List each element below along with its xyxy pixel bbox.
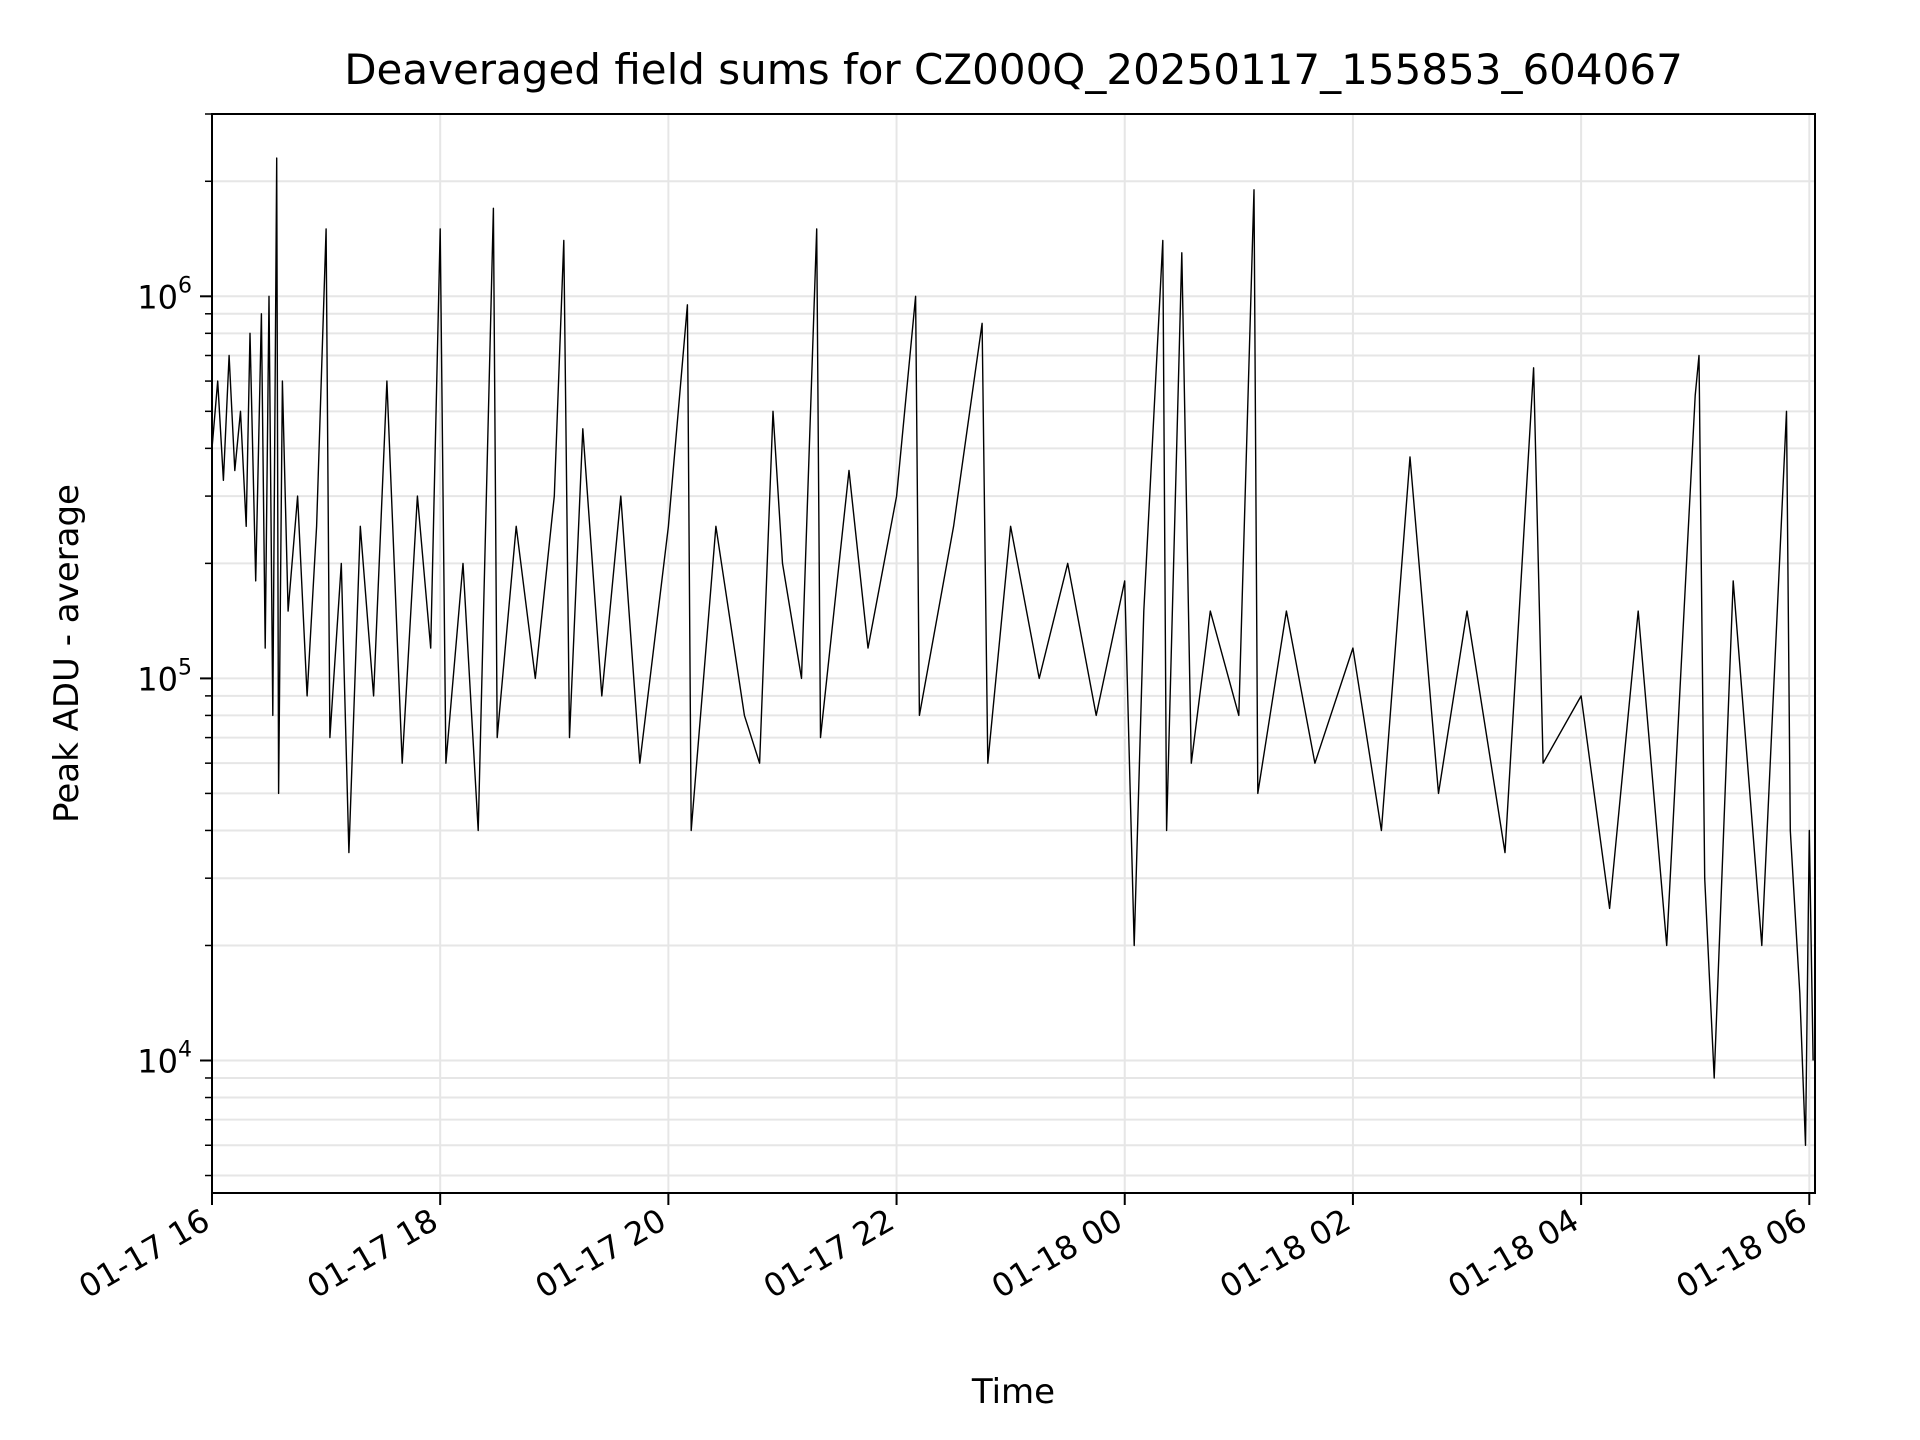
series-layer <box>211 157 1814 1147</box>
series-line-0 <box>211 157 1814 1147</box>
y-axis-label: Peak ADU - average <box>47 484 87 823</box>
y-axis-ticks: 104 105 106 <box>137 113 212 1177</box>
chart-title: Deaveraged field sums for CZ000Q_2025011… <box>344 45 1683 94</box>
x-axis-label: Time <box>971 1372 1055 1412</box>
plot-frame <box>211 113 1816 1194</box>
grid <box>211 113 1815 1193</box>
y-tick-label: 106 <box>137 273 192 316</box>
y-tick-label: 104 <box>137 1037 192 1080</box>
y-tick-label: 105 <box>137 655 192 698</box>
